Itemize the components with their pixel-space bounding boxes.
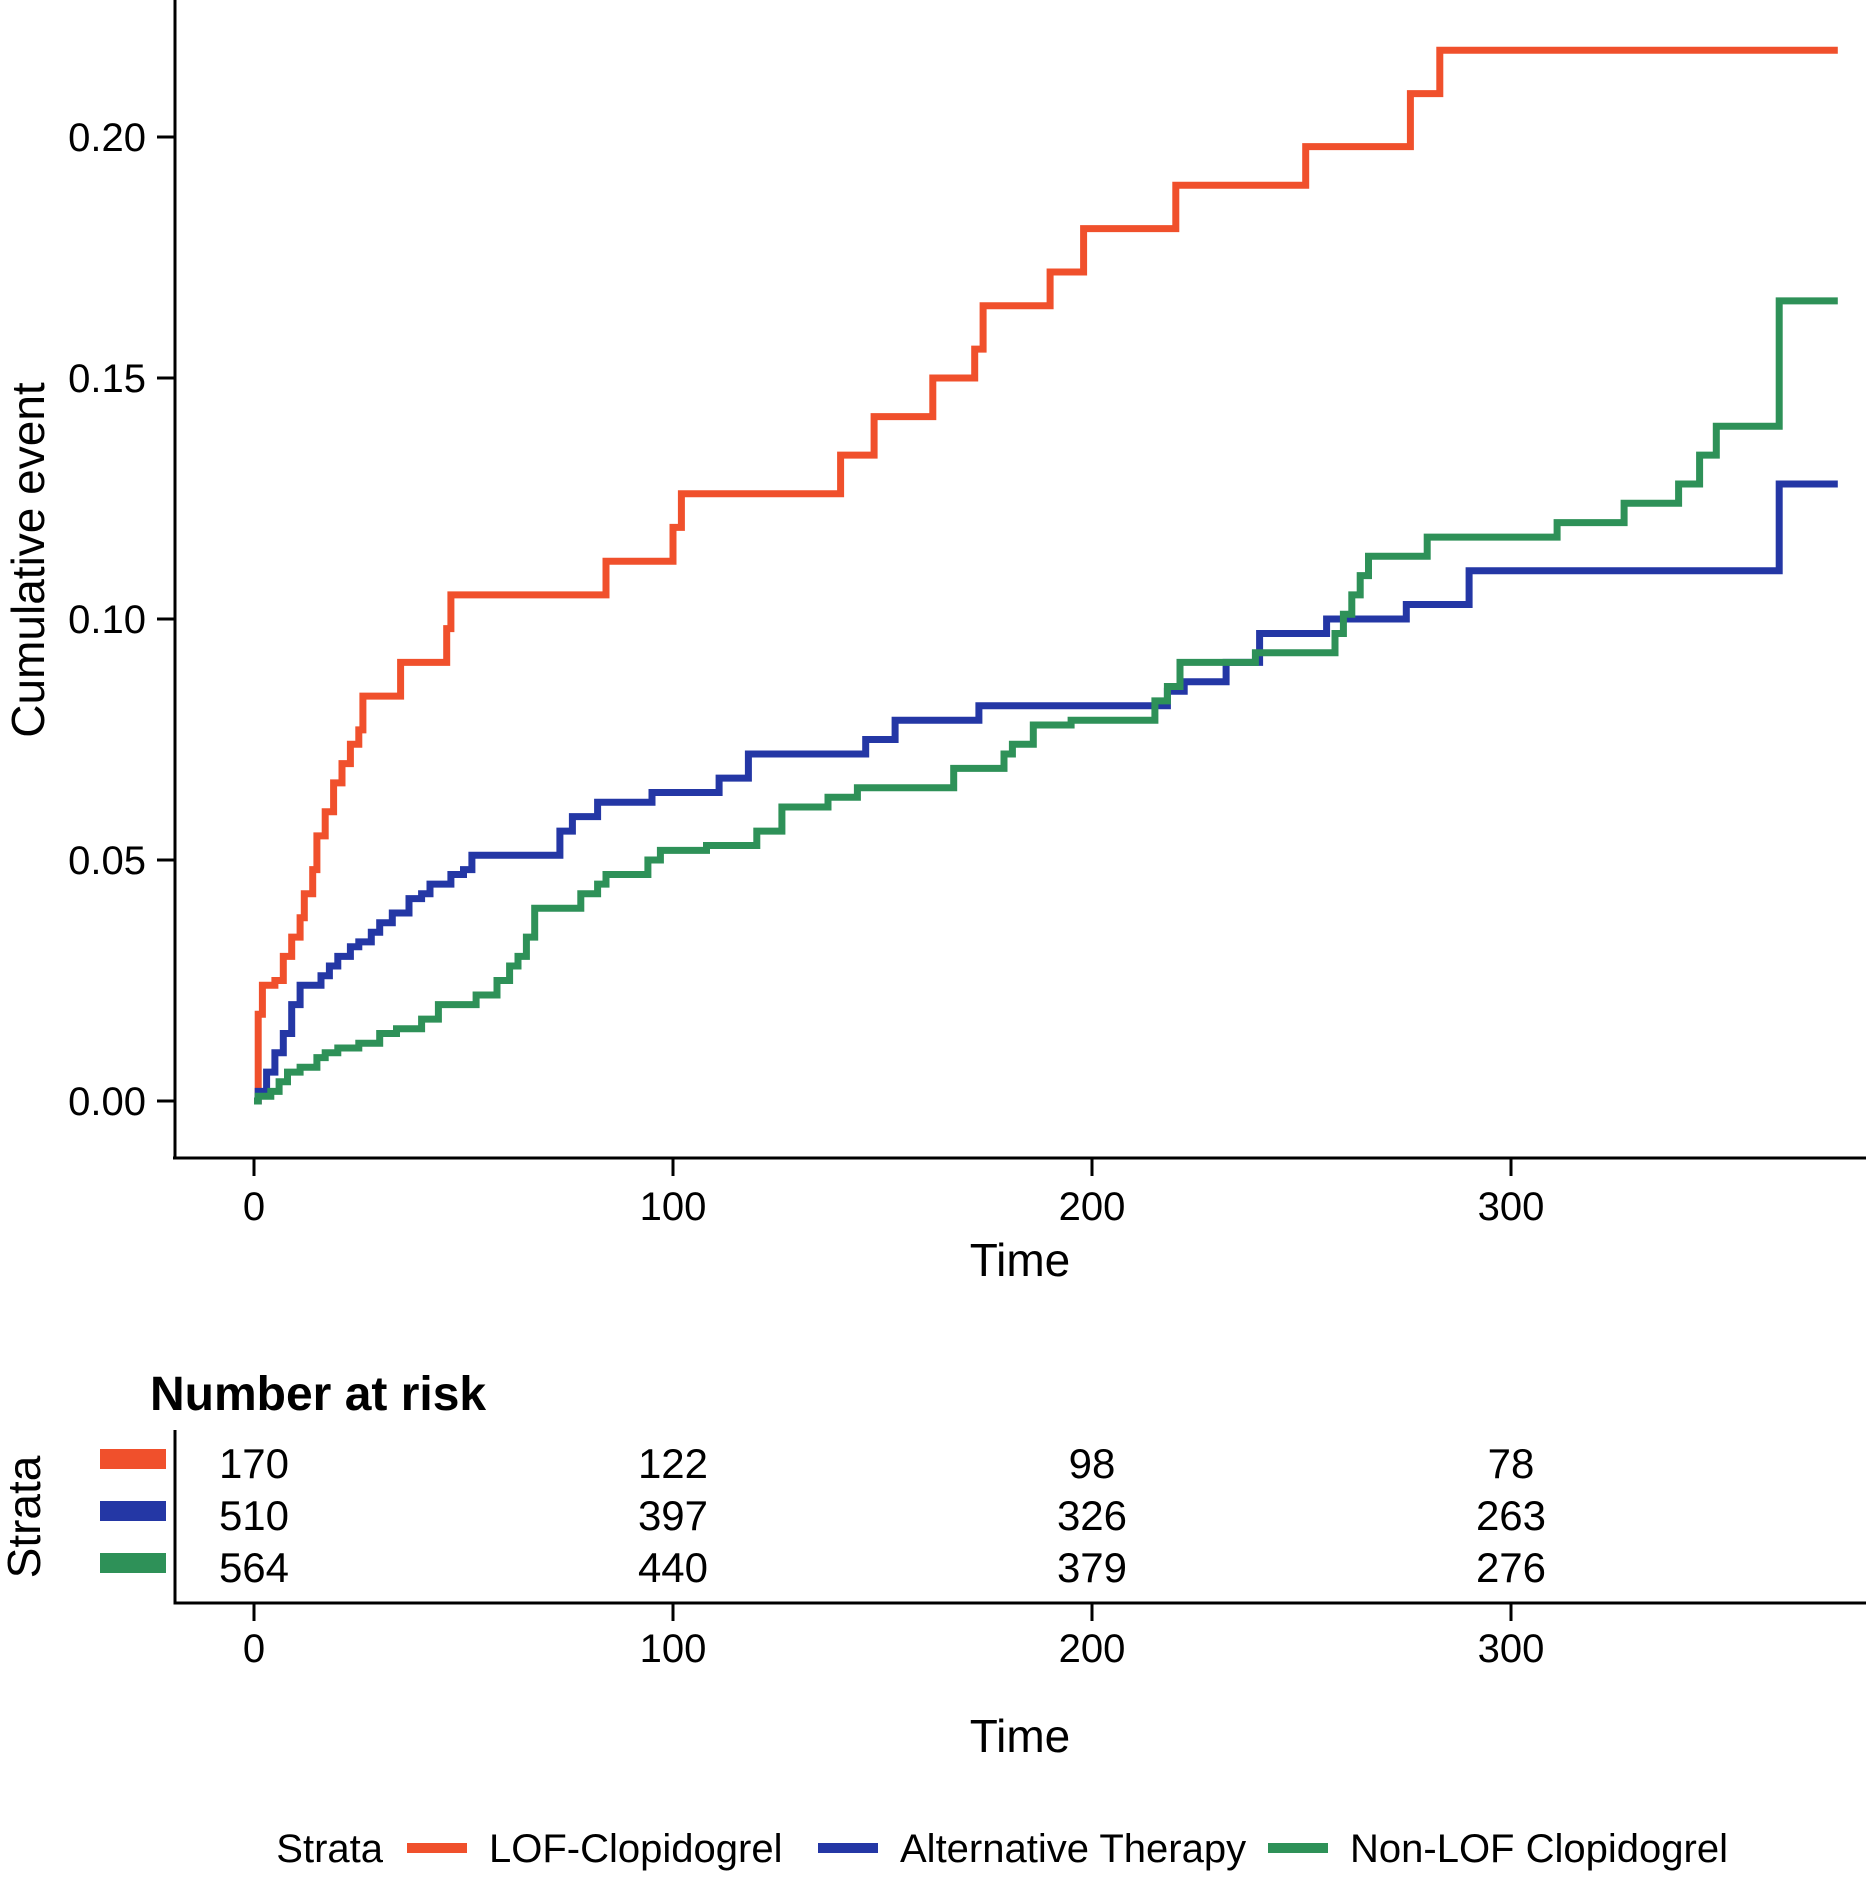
risk-table-frame [173, 1430, 1866, 1605]
risk-value: 379 [1057, 1544, 1127, 1591]
risk-value: 326 [1057, 1492, 1127, 1539]
risk-table-ylabel: Strata [0, 1455, 50, 1578]
y-tick-label: 0.20 [68, 116, 146, 160]
strata-swatch-alternative-therapy [100, 1501, 166, 1521]
y-axis-title: Cumulative event [2, 382, 54, 738]
y-tick-label: 0.10 [68, 598, 146, 642]
risk-value: 263 [1476, 1492, 1546, 1539]
legend-label-lof-clopidogrel: LOF-Clopidogrel [489, 1827, 782, 1871]
strata-swatch-non-lof-clopidogrel [100, 1553, 166, 1573]
risk-value: 98 [1069, 1440, 1116, 1487]
curve-lof-clopidogrel [254, 46, 1838, 1105]
legend: Strata LOF-Clopidogrel Alternative Thera… [276, 1827, 1728, 1871]
strata-swatch-lof-clopidogrel [100, 1449, 166, 1469]
risk-value: 564 [219, 1544, 289, 1591]
risk-x-tick-label: 300 [1478, 1627, 1545, 1671]
main-plot: 0.00 0.05 0.10 0.15 0.20 0 100 200 300 C… [2, 0, 1866, 1286]
risk-table-xlabel: Time [970, 1710, 1071, 1762]
legend-title: Strata [276, 1827, 383, 1871]
risk-table: Number at risk Strata 170 122 98 78 510 … [0, 1368, 1866, 1762]
risk-value: 276 [1476, 1544, 1546, 1591]
y-tick-label: 0.00 [68, 1080, 146, 1124]
curve-non-lof-clopidogrel [254, 297, 1838, 1105]
legend-label-non-lof-clopidogrel: Non-LOF Clopidogrel [1350, 1827, 1728, 1871]
legend-label-alternative-therapy: Alternative Therapy [900, 1827, 1246, 1871]
risk-value: 397 [638, 1492, 708, 1539]
risk-x-tick-label: 0 [243, 1627, 265, 1671]
y-tick-label: 0.05 [68, 839, 146, 883]
x-tick-label: 300 [1478, 1185, 1545, 1229]
curve-alternative-therapy [254, 480, 1838, 1105]
risk-value: 510 [219, 1492, 289, 1539]
x-axis-title: Time [970, 1234, 1071, 1286]
risk-value: 122 [638, 1440, 708, 1487]
risk-value: 78 [1488, 1440, 1535, 1487]
x-tick-label: 100 [640, 1185, 707, 1229]
x-tick-label: 0 [243, 1185, 265, 1229]
risk-x-tick-label: 200 [1059, 1627, 1126, 1671]
risk-value: 440 [638, 1544, 708, 1591]
risk-value: 170 [219, 1440, 289, 1487]
risk-table-title: Number at risk [150, 1368, 486, 1421]
y-tick-label: 0.15 [68, 357, 146, 401]
risk-x-tick-label: 100 [640, 1627, 707, 1671]
x-tick-label: 200 [1059, 1185, 1126, 1229]
